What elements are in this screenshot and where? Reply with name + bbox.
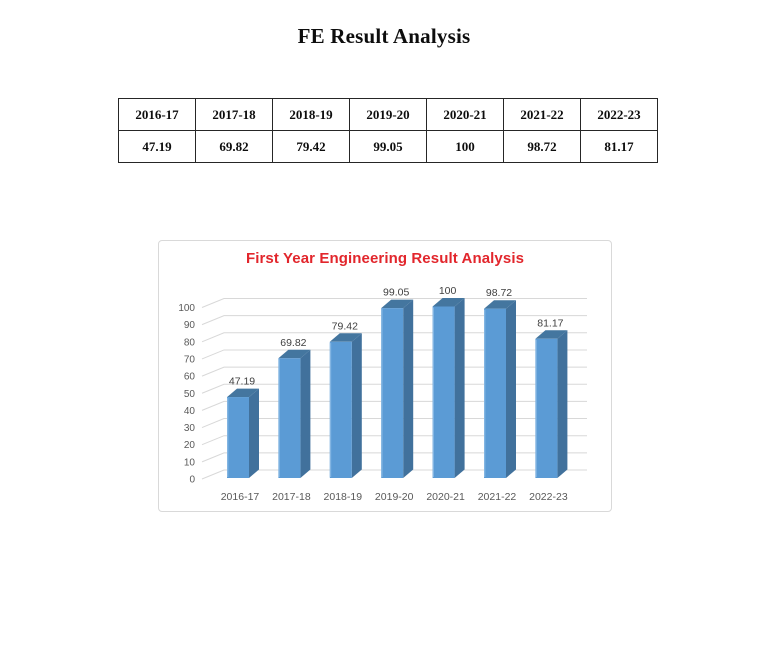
bar-data-label-5: 98.72 xyxy=(486,287,512,299)
bar-top-face-4 xyxy=(432,298,465,307)
table-header-row: 2016-17 2017-18 2018-19 2019-20 2020-21 2021-… xyxy=(118,98,658,131)
gridline-90 xyxy=(201,315,587,326)
x-axis-tick-label-3: 2019-20 xyxy=(375,491,414,503)
bar-side-face-5 xyxy=(506,300,516,478)
x-axis-tick-label-0: 2016-17 xyxy=(221,491,260,503)
bar-side-face-3 xyxy=(403,299,414,478)
table-header-cell-3: 2019-20 xyxy=(349,98,427,131)
table-value-cell-0: 47.19 xyxy=(118,130,196,163)
y-axis-tick-label-100: 100 xyxy=(178,303,195,314)
gridline-70 xyxy=(201,349,587,360)
y-axis-tick-label-60: 60 xyxy=(184,372,196,383)
bar-data-label-2: 79.42 xyxy=(332,320,358,332)
bar-side-face-1 xyxy=(300,349,311,478)
bar-front-face-4 xyxy=(432,306,455,478)
gridline-0 xyxy=(201,469,587,480)
x-axis-tick-label-1: 2017-18 xyxy=(272,491,311,503)
bar-top-face-6 xyxy=(535,330,568,339)
table-value-cell-5: 98.72 xyxy=(503,130,581,163)
y-axis-tick-label-70: 70 xyxy=(184,354,196,365)
result-table: 2016-17 2017-18 2018-19 2019-20 2020-21 2021-… xyxy=(118,98,658,163)
chart-canvas: 0 10 20 30 40 50 60 70 80 90 100 47.19 2016-17 69.82 2… xyxy=(178,285,587,503)
table-header-cell-5: 2021-22 xyxy=(503,98,581,131)
chart-container: First Year Engineering Result Analysis 0… xyxy=(158,240,612,512)
table-header-cell-2: 2018-19 xyxy=(272,98,350,131)
gridline-60 xyxy=(201,366,587,377)
table-value-cell-4: 100 xyxy=(426,130,504,163)
table-header-cell-0: 2016-17 xyxy=(118,98,196,131)
gridline-100 xyxy=(201,298,587,308)
gridline-40 xyxy=(201,400,587,411)
y-axis-tick-label-90: 90 xyxy=(184,320,196,331)
page-title: FE Result Analysis xyxy=(297,24,471,48)
bar-front-face-2 xyxy=(329,341,352,478)
y-axis-tick-label-0: 0 xyxy=(189,475,195,486)
gridline-10 xyxy=(201,452,587,463)
y-axis-tick-label-80: 80 xyxy=(184,337,196,348)
bar-front-face-6 xyxy=(535,338,558,478)
bar-front-face-5 xyxy=(484,308,506,478)
table-value-row: 47.19 69.82 79.42 99.05 100 98.72 81.17 xyxy=(118,130,658,163)
bar-data-label-4: 100 xyxy=(439,285,457,297)
table-header-cell-4: 2020-21 xyxy=(426,98,504,131)
bar-side-face-4 xyxy=(454,298,465,478)
table-value-cell-2: 79.42 xyxy=(272,130,350,163)
bar-side-face-0 xyxy=(249,388,259,478)
table-value-cell-3: 99.05 xyxy=(349,130,427,163)
y-axis-tick-label-40: 40 xyxy=(184,406,196,417)
table-header-cell-6: 2022-23 xyxy=(580,98,658,131)
gridline-50 xyxy=(201,383,587,394)
bar-front-face-1 xyxy=(278,358,301,478)
y-axis-tick-label-10: 10 xyxy=(184,457,196,468)
table-value-cell-1: 69.82 xyxy=(195,130,273,163)
x-axis-tick-label-6: 2022-23 xyxy=(529,491,568,503)
table-value-cell-6: 81.17 xyxy=(580,130,658,163)
table-header-cell-1: 2017-18 xyxy=(195,98,273,131)
bar-side-face-6 xyxy=(557,330,568,478)
chart-title: First Year Engineering Result Analysis xyxy=(245,250,525,267)
x-axis-tick-label-5: 2021-22 xyxy=(478,491,517,503)
bar-top-face-3 xyxy=(381,299,414,309)
bar-top-face-5 xyxy=(484,300,516,309)
y-axis-tick-label-50: 50 xyxy=(184,389,196,400)
y-axis-tick-label-20: 20 xyxy=(184,440,196,451)
bar-front-face-3 xyxy=(381,308,404,478)
bar-data-label-3: 99.05 xyxy=(383,287,409,299)
gridline-80 xyxy=(201,332,587,343)
bar-data-label-6: 81.17 xyxy=(537,317,563,329)
gridline-20 xyxy=(201,435,587,446)
bar-side-face-2 xyxy=(351,333,362,478)
bar-top-face-1 xyxy=(278,349,311,359)
x-axis-tick-label-2: 2018-19 xyxy=(324,491,363,503)
bar-front-face-0 xyxy=(227,397,249,478)
x-axis-tick-label-4: 2020-21 xyxy=(426,491,465,503)
gridline-30 xyxy=(201,418,587,429)
bar-data-label-1: 69.82 xyxy=(280,337,306,349)
bar-top-face-2 xyxy=(329,333,362,342)
bar-top-face-0 xyxy=(227,388,259,398)
bar-data-label-0: 47.19 xyxy=(229,376,255,388)
y-axis-tick-label-30: 30 xyxy=(184,423,196,434)
